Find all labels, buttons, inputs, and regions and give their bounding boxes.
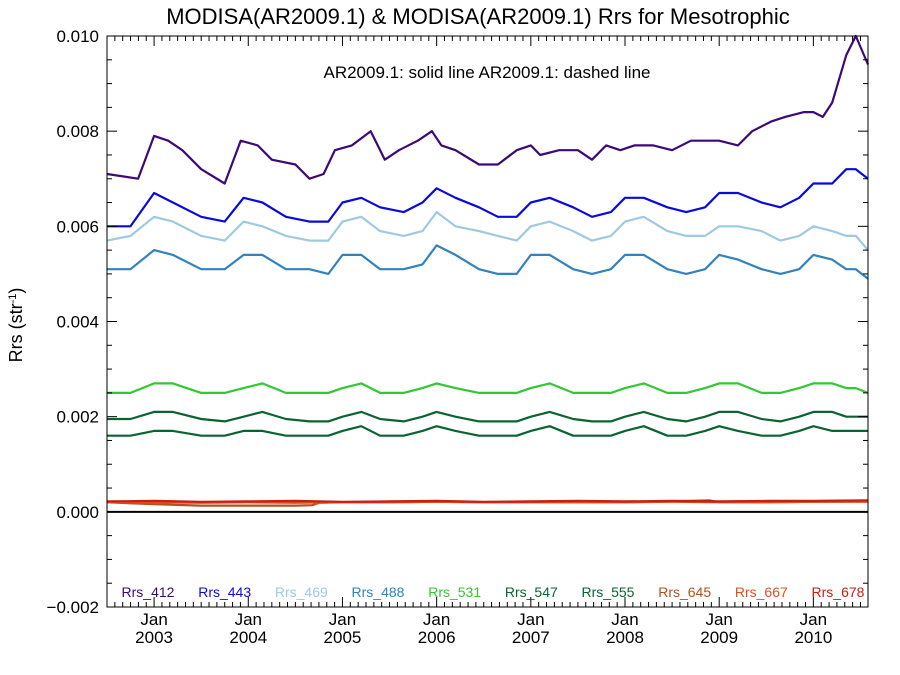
y-tick-label: −0.002 bbox=[47, 598, 99, 617]
x-tick-label-year: 2003 bbox=[135, 628, 173, 647]
x-tick-label-year: 2008 bbox=[606, 628, 644, 647]
series-line-rrs-531 bbox=[107, 382, 869, 394]
chart-title: MODISA(AR2009.1) & MODISA(AR2009.1) Rrs … bbox=[166, 4, 790, 29]
legend-item-rrs-678: Rrs_678 bbox=[812, 584, 865, 600]
x-tick-label-year: 2004 bbox=[229, 628, 267, 647]
x-tick-label-month: Jan bbox=[705, 610, 732, 629]
x-tick-label-year: 2009 bbox=[700, 628, 738, 647]
legend-item-rrs-645: Rrs_645 bbox=[658, 584, 711, 600]
y-tick-label: 0.004 bbox=[56, 313, 99, 332]
y-axis-label: Rrs (str-1) bbox=[6, 288, 26, 363]
legend-item-rrs-531: Rrs_531 bbox=[428, 584, 481, 600]
series-line-rrs-488 bbox=[107, 244, 869, 280]
series-line-rrs-412 bbox=[106, 34, 870, 185]
x-tick-label-year: 2006 bbox=[418, 628, 456, 647]
x-tick-label-month: Jan bbox=[611, 610, 638, 629]
legend-item-rrs-547: Rrs_547 bbox=[505, 584, 558, 600]
series-line-rrs-547 bbox=[107, 410, 868, 423]
y-axis-label-close: ) bbox=[6, 288, 26, 294]
series-layer bbox=[106, 34, 870, 507]
y-tick-label: 0.010 bbox=[56, 27, 99, 46]
y-tick-label: 0.000 bbox=[56, 503, 99, 522]
x-tick-label-year: 2007 bbox=[512, 628, 550, 647]
legend-item-rrs-443: Rrs_443 bbox=[198, 584, 251, 600]
y-axis-label-text: Rrs (str bbox=[6, 303, 26, 362]
y-tick-label: 0.006 bbox=[56, 217, 99, 236]
axis-layer: −0.0020.0000.0020.0040.0060.0080.010Jan2… bbox=[47, 27, 868, 647]
y-axis-label-superscript: -1 bbox=[7, 294, 19, 304]
series-line-rrs-555 bbox=[107, 425, 868, 437]
x-tick-label-month: Jan bbox=[140, 610, 167, 629]
series-line-rrs-469 bbox=[106, 211, 869, 251]
legend: Rrs_412 Rrs_443 Rrs_469 Rrs_488 Rrs_531 Rrs_5… bbox=[122, 584, 865, 600]
x-tick-label-month: Jan bbox=[423, 610, 450, 629]
chart-subtitle: AR2009.1: solid line AR2009.1: dashed li… bbox=[323, 63, 650, 82]
legend-item-rrs-412: Rrs_412 bbox=[122, 584, 175, 600]
x-tick-label-month: Jan bbox=[517, 610, 544, 629]
legend-item-rrs-469: Rrs_469 bbox=[275, 584, 328, 600]
y-tick-label: 0.002 bbox=[56, 408, 99, 427]
series-line-rrs-443 bbox=[107, 168, 869, 228]
legend-item-rrs-488: Rrs_488 bbox=[352, 584, 405, 600]
series-line-rrs-678 bbox=[106, 499, 869, 503]
x-tick-label-year: 2010 bbox=[794, 628, 832, 647]
x-tick-label-month: Jan bbox=[235, 610, 262, 629]
legend-item-rrs-667: Rrs_667 bbox=[735, 584, 788, 600]
x-tick-label-month: Jan bbox=[800, 610, 827, 629]
x-tick-label-year: 2005 bbox=[324, 628, 362, 647]
legend-item-rrs-555: Rrs_555 bbox=[582, 584, 635, 600]
x-tick-label-month: Jan bbox=[329, 610, 356, 629]
y-tick-label: 0.008 bbox=[56, 122, 99, 141]
